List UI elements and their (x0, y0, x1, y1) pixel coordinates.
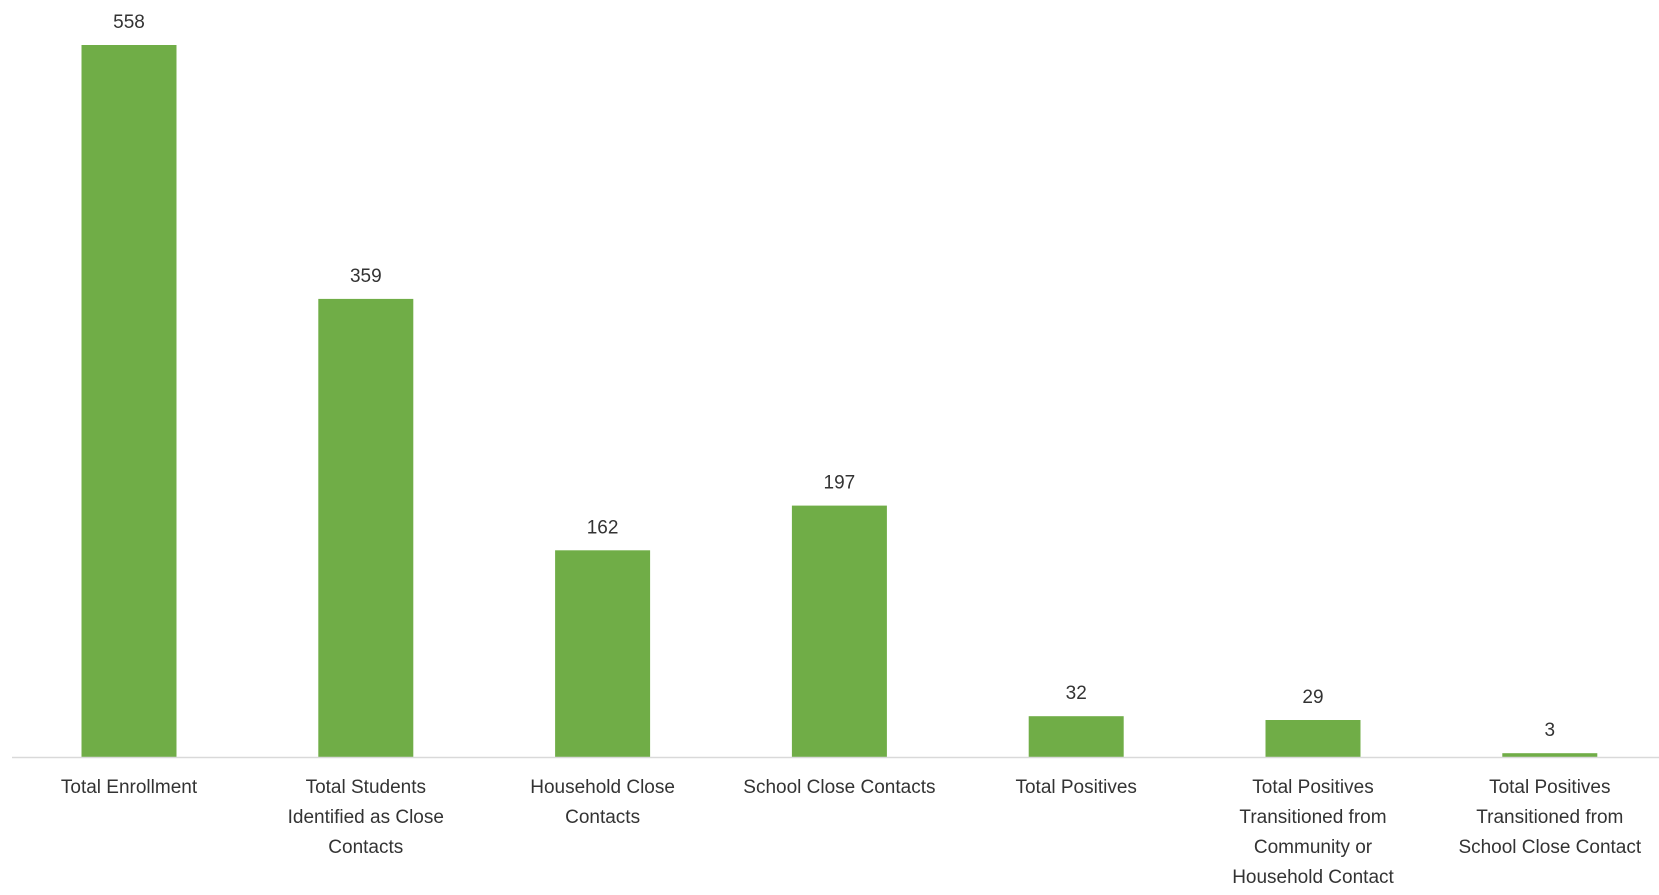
x-tick-label-line: Transitioned from (1239, 807, 1386, 828)
x-tick-label-line: Total Positives (1015, 777, 1136, 798)
bar (1502, 753, 1598, 757)
x-tick-label-line: Community or (1254, 837, 1373, 858)
x-tick-label: Total Positives (1015, 777, 1136, 798)
x-tick-label-line: Transitioned from (1476, 807, 1623, 828)
x-tick-label-line: Total Enrollment (61, 777, 198, 798)
x-tick-label-line: Total Positives (1489, 777, 1610, 798)
data-label: 558 (113, 12, 145, 33)
x-tick-label: Household Close Contacts (530, 777, 675, 828)
x-tick-label: Total Students Identified as Close Contact… (288, 777, 444, 858)
data-label: 3 (1545, 720, 1556, 741)
x-tick-label: Total Enrollment (61, 777, 198, 798)
bars-layer (81, 45, 1598, 757)
x-tick-label-line: Total Positives (1252, 777, 1373, 798)
x-tick-label: Total Positives Transitioned from Communit… (1232, 777, 1394, 888)
data-label: 29 (1302, 687, 1323, 708)
x-tick-label-line: Contacts (328, 837, 403, 858)
bar (791, 505, 887, 757)
x-tick-label-line: School Close Contact (1458, 837, 1641, 858)
bar (81, 45, 177, 757)
x-tick-label-line: Contacts (565, 807, 640, 828)
data-label: 32 (1066, 683, 1087, 704)
x-tick-label-line: Household Contact (1232, 867, 1394, 888)
x-tick-label-line: Household Close (530, 777, 675, 798)
x-tick-label-line: Identified as Close (288, 807, 444, 828)
x-tick-label-line: School Close Contacts (743, 777, 935, 798)
data-label: 197 (824, 473, 856, 494)
bar (318, 298, 414, 757)
x-tick-label-line: Total Students (306, 777, 426, 798)
bar (1028, 716, 1124, 757)
x-tick-labels-layer: Total Enrollment Total Students Identified… (61, 777, 1642, 888)
data-label: 359 (350, 266, 382, 287)
x-tick-label: Total Positives Transitioned from School C… (1458, 777, 1641, 858)
value-labels-layer: 558 359 162 197 32 29 3 (113, 12, 1555, 741)
data-label: 162 (587, 517, 619, 538)
bar (555, 550, 651, 757)
x-tick-label: School Close Contacts (743, 777, 935, 798)
bar (1265, 720, 1361, 757)
